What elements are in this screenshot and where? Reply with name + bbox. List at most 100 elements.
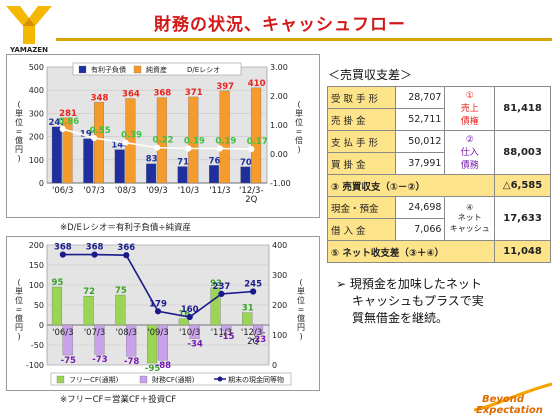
bar [51, 286, 63, 326]
trade-balance-row: ③ 売買収支（①－②） △6,585 [326, 174, 551, 197]
y-tick-label: 50 [34, 301, 44, 310]
legend-label: 有利子負債 [91, 65, 126, 74]
bar [51, 126, 62, 184]
bar-value-label: 371 [185, 88, 203, 98]
row-value: 37,991 [394, 152, 446, 175]
debt-equity-chart-panel: 0 100 200 300 400 500 -1.00 0.00 1.00 2.00 3.00 242… [6, 54, 320, 218]
y-tick-label: -100 [26, 361, 44, 370]
legend-box [72, 62, 242, 76]
net-balance-label: ⑤ ネット收支差（③＋④） [326, 240, 496, 263]
legend-label: 財務CF(通期) [152, 375, 195, 384]
line-marker [91, 134, 98, 142]
x-tick-label: '08/3 [115, 186, 136, 196]
bar-value-label: 368 [153, 89, 171, 99]
x-tick-label: '06/3 [52, 186, 73, 196]
bar-value-label: 95 [52, 278, 64, 288]
bar-value-label: -78 [124, 357, 139, 367]
line-marker [123, 252, 130, 259]
brand-line-1: Beyond [482, 394, 525, 405]
bar-value-label: 410 [248, 79, 266, 89]
bar [219, 90, 230, 184]
y2-axis-label: (単位=億円) [297, 278, 305, 341]
brand-line-2: Expectation [476, 405, 543, 416]
marker-line: 債権 [460, 116, 479, 127]
legend-swatch [56, 375, 65, 384]
y-tick-label: 0 [39, 179, 44, 188]
line-marker [185, 145, 192, 152]
bar [62, 324, 73, 356]
bullet-text: 質無借金を継続。 [352, 311, 449, 325]
cashflow-chart: -100 -50 0 50 100 150 200 0 100 200 300 400 95 72 75 -9… [15, 241, 305, 386]
bar [188, 96, 199, 184]
row-value: 52,711 [394, 108, 446, 131]
marker-line: 売上 [460, 103, 479, 114]
marker-number: ④ [466, 203, 474, 212]
legend-label: D/Eレシオ [187, 66, 220, 74]
y-tick-label: 150 [29, 261, 44, 270]
line-value-label: 245 [244, 280, 262, 290]
bar-value-label: -15 [219, 332, 234, 342]
y-tick-label: 0 [39, 321, 44, 330]
bullet-line: ➢ 現預金を加味したネット [336, 276, 536, 293]
bar-value-label: -95 [145, 364, 160, 374]
x-tick-label: '11/3 [209, 186, 230, 196]
line-value-label: 0.19 [184, 136, 205, 146]
legend-label: フリーCF(通期) [69, 375, 119, 384]
bar-value-label: 16 [178, 310, 190, 320]
bar-value-label: 144 [111, 141, 129, 151]
bar-value-label: 348 [91, 93, 109, 103]
bar [156, 97, 167, 184]
trade-balance-table: 受取手形 28,707 ① 売上 債権 81,418 売掛金 52,711 支払… [326, 86, 551, 263]
row-label: 借入金 [327, 218, 396, 241]
bar [242, 312, 253, 326]
line-marker [153, 144, 161, 151]
y-tick-label: 400 [29, 86, 44, 95]
table-row: 買掛金 37,991 [327, 152, 551, 175]
x-tick-label: '07/3 [84, 328, 105, 338]
y2-tick-label: 1.00 [270, 121, 288, 130]
line-value-label: 368 [54, 243, 72, 253]
bar [83, 138, 94, 184]
y-tick-label: 200 [29, 133, 44, 142]
bar-value-label: 75 [115, 286, 127, 296]
free-cf-note: ※フリーCF＝営業CF＋投資CF [60, 395, 177, 405]
bar-value-label: 71 [177, 158, 189, 168]
bar-value-label: 191 [80, 130, 98, 140]
bar-value-label: 76 [209, 156, 221, 166]
line-marker [250, 288, 257, 295]
bar [126, 324, 137, 357]
bar-value-label: -88 [156, 361, 171, 371]
beyond-expectation-logo: Beyond Expectation [473, 382, 553, 416]
marker-line: ネット [457, 213, 482, 222]
bar-value-label: 281 [59, 109, 77, 119]
marker-number: ② [465, 134, 474, 145]
bar [210, 287, 221, 326]
net-cash-total: 17,633 [494, 196, 551, 241]
bar-value-label: 242 [48, 118, 66, 128]
bar-value-label: 31 [242, 304, 254, 314]
row-value: 50,012 [394, 130, 446, 153]
bar [93, 102, 104, 184]
receivables-total: 81,418 [494, 86, 551, 131]
bar [147, 324, 158, 364]
net-cash-marker: ④ ネット キャッシュ [444, 196, 496, 241]
bar-value-label: -23 [251, 335, 266, 345]
legend-swatch [78, 65, 87, 74]
x-tick-label: '12/3- [241, 328, 266, 338]
y-axis-label: (単位=億円) [15, 278, 23, 341]
y-tick-label: 100 [29, 281, 44, 290]
y2-tick-label: 2.00 [270, 92, 288, 101]
receivables-marker: ① 売上 債権 [444, 86, 496, 131]
row-label: 現金・預金 [327, 196, 396, 219]
row-label: 受取手形 [327, 86, 396, 109]
y-tick-label: 300 [29, 109, 44, 118]
bar [251, 87, 262, 184]
y2-tick-label: 0 [272, 361, 277, 370]
marker-line: 債務 [460, 160, 479, 171]
table-row: 受取手形 28,707 ① 売上 債権 81,418 [327, 86, 551, 131]
y2-tick-label: -1.00 [270, 179, 291, 188]
de-ratio-note: ※D/Eレシオ＝有利子負債÷純資産 [60, 223, 192, 233]
table-row: 支払手形 50,012 ② 仕入 債務 88,003 [327, 130, 551, 175]
marker-line: キャッシュ [449, 224, 490, 233]
bar-value-label: 70 [240, 158, 252, 168]
